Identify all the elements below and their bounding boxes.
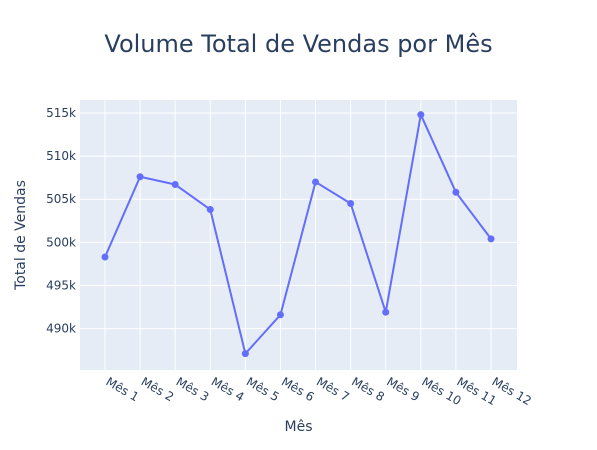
grid-lines [80, 100, 517, 370]
data-point[interactable] [171, 181, 179, 189]
data-point[interactable] [382, 308, 390, 316]
y-axis-ticks: 490k 495k 500k 505k 510k 515k [46, 106, 76, 336]
y-tick-label: 495k [46, 278, 76, 292]
series-line [104, 113, 492, 355]
data-point[interactable] [452, 188, 460, 196]
y-axis-title: Total de Vendas [13, 180, 29, 291]
plot-area [80, 100, 517, 370]
data-point[interactable] [312, 178, 320, 186]
y-tick-label: 505k [46, 192, 76, 206]
data-point[interactable] [206, 206, 214, 214]
y-tick-label: 490k [46, 322, 76, 336]
series-layer [101, 111, 495, 358]
y-tick-label: 500k [46, 235, 76, 249]
data-point[interactable] [347, 200, 355, 208]
data-point[interactable] [136, 173, 144, 181]
data-point[interactable] [276, 311, 284, 319]
y-tick-label: 515k [46, 106, 76, 120]
data-point[interactable] [241, 350, 249, 358]
x-axis-title: Mês [285, 419, 313, 435]
y-tick-label: 510k [46, 149, 76, 163]
data-point[interactable] [417, 111, 425, 119]
data-point[interactable] [487, 235, 495, 243]
data-point[interactable] [101, 253, 109, 261]
chart-title: Volume Total de Vendas por Mês [104, 30, 492, 58]
